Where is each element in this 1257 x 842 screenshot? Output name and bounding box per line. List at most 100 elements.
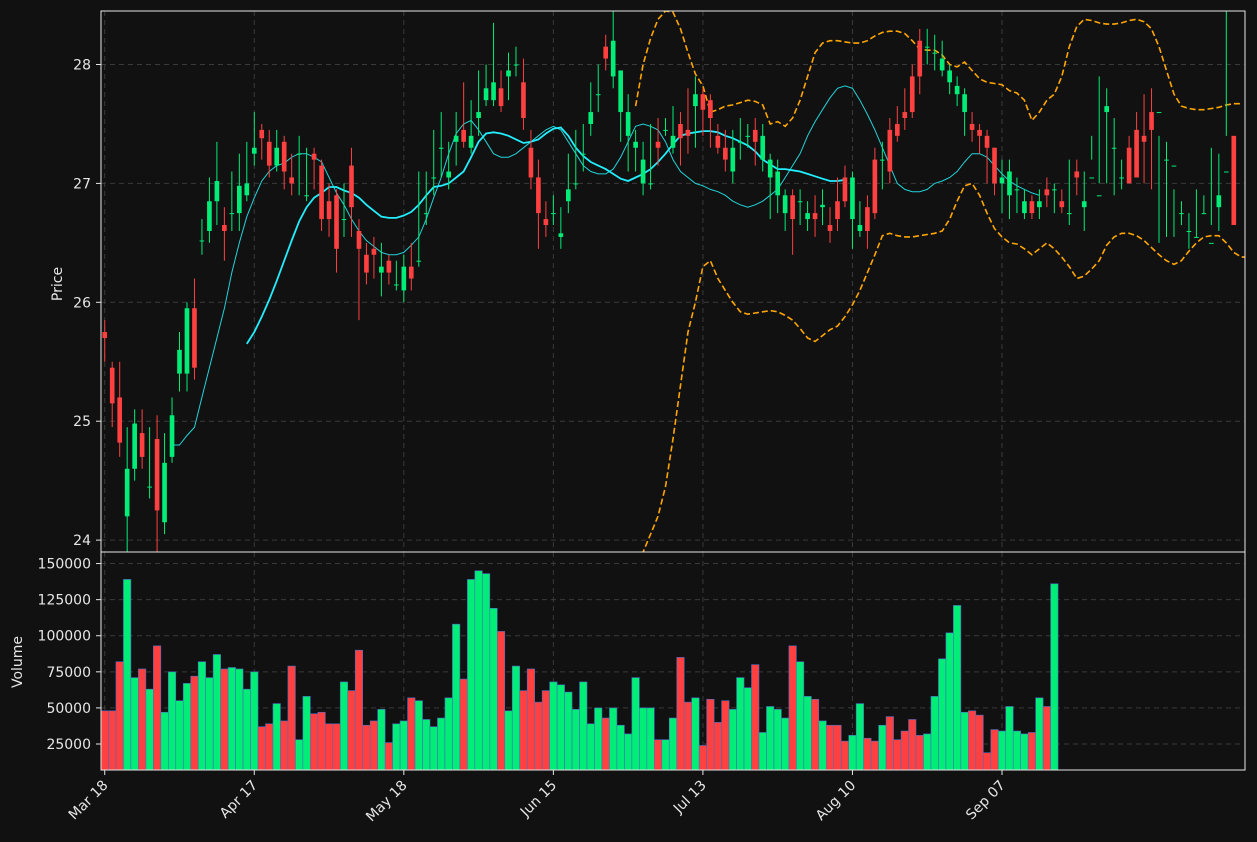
candle-down [139,433,145,457]
candle-up [1066,213,1072,215]
candle-up [820,204,825,208]
volume-bar-up [392,723,401,771]
candle-up [782,195,788,214]
candle-up [468,135,474,148]
candle-up [1052,189,1057,191]
volume-bar-down [751,664,760,771]
candle-up [394,284,399,286]
volume-bar-down [1027,732,1036,771]
candle-up [805,213,810,220]
candle-down [1126,147,1132,184]
volume-bar-down [100,710,109,771]
candle-up [797,201,803,203]
volume-bar-down [317,711,326,771]
volume-bar-up [429,726,438,771]
volume-bar-up [796,661,805,771]
candle-down [700,94,706,110]
volume-bar-up [691,697,700,771]
volume-bar-up [668,717,678,771]
candle-up [491,82,496,101]
candle-up [610,40,616,77]
candle-up [438,147,444,149]
candle-down [790,195,795,220]
candle-up [1171,165,1177,167]
candle-up [857,225,863,231]
candle-down [543,219,549,226]
volume-bar-down [601,717,610,771]
volume-bar-up [624,733,633,771]
volume-bar-down [519,690,528,771]
candle-up [1014,189,1020,191]
candle-up [1164,159,1169,161]
price-axis-label: Price [50,267,66,301]
candle-up [476,112,481,119]
candle-up [453,135,459,142]
candle-up [416,260,422,262]
candle-up [663,129,668,131]
candle-down [603,46,609,59]
candle-down [917,40,923,77]
volume-bar-down [407,697,416,771]
volume-bar-up [302,696,311,771]
candle-down [109,367,115,404]
volume-bar-up [511,665,521,771]
candle-down [1059,201,1065,208]
volume-bar-down [138,668,147,771]
candle-up [924,46,930,48]
volume-bar-up [960,711,969,771]
volume-bar-up [1035,697,1044,771]
candle-down [678,123,683,139]
volume-bar-down [893,739,902,771]
volume-bar-down [153,645,162,771]
price-axis: 24 25 26 27 28 [73,58,101,549]
volume-bar-down [788,645,797,771]
volume-bar-up [953,605,962,771]
volume-bar-up [422,719,431,771]
volume-bar-down [698,745,707,771]
volume-bar-down [863,737,872,771]
volume-bar-up [594,707,603,771]
volume-bar-up [736,677,745,771]
volume-bar-up [938,658,947,771]
candle-down [655,141,661,148]
candle-down [827,225,833,231]
candle-up [745,135,751,137]
volume-bar-up [848,735,857,771]
bollinger-bands [634,11,1245,552]
volume-bar-down [1042,706,1051,771]
candle-up [251,147,257,154]
candle-down [977,129,982,136]
volume-bar-up [474,570,483,771]
candle-down [461,129,466,142]
candle-up [229,213,235,215]
candle-up [341,219,347,221]
volume-bar-up [272,703,281,771]
candle-up [566,189,571,202]
candle-up [760,135,766,160]
slow-moving-average-line [246,126,846,345]
candle-up [124,468,130,517]
candle-up [423,213,429,215]
candle-down [319,165,324,220]
candle-up [1201,213,1207,215]
volume-bar-up [609,707,618,771]
candle-down [408,266,414,279]
candle-up [775,171,780,196]
volume-bar-up [227,667,236,771]
volume-bar-up [855,703,864,771]
volume-bar-up [564,691,573,771]
volume-bar-up [482,573,491,771]
candle-up [177,349,182,374]
candle-up [1223,171,1229,173]
volume-bar-up [437,717,446,771]
volume-bar-down [825,724,835,771]
candle-up [939,58,945,71]
candle-down [1149,112,1154,130]
candle-up [274,147,280,166]
volume-bar-up [773,709,782,771]
volume-bar-up [339,681,349,771]
volume-bar-down [870,740,879,771]
candle-up [431,177,437,179]
candle-up [1089,177,1095,179]
volume-panel-frame [100,551,1246,771]
